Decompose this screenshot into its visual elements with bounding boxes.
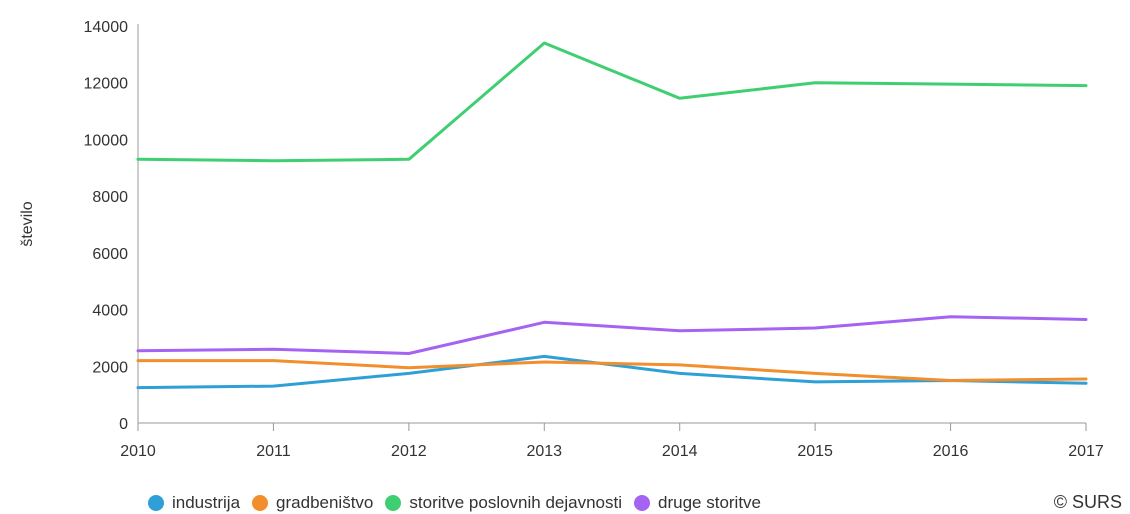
legend-marker-icon xyxy=(385,495,402,511)
legend-item[interactable]: druge storitve xyxy=(634,493,761,513)
legend-label: druge storitve xyxy=(658,493,762,512)
x-tick-label: 2017 xyxy=(1068,443,1104,460)
credit-text: © SURS xyxy=(1053,492,1122,512)
legend-marker-icon xyxy=(634,495,651,511)
y-tick-label: 10000 xyxy=(84,132,129,149)
x-tick-label: 2016 xyxy=(933,443,969,460)
x-tick-label: 2012 xyxy=(391,443,427,460)
series-layer xyxy=(136,41,1088,390)
y-axis: 0 2000 4000 6000 8000 10000 12000 14000 xyxy=(84,19,139,433)
y-tick-label: 12000 xyxy=(84,76,129,93)
x-tick-label: 2011 xyxy=(256,443,291,460)
x-tick-label: 2010 xyxy=(120,443,156,460)
y-tick-label: 14000 xyxy=(84,19,129,36)
series-line-druge-storitve[interactable] xyxy=(136,315,1088,355)
x-tick-label: 2013 xyxy=(526,443,562,460)
legend-label: storitve poslovnih dejavnosti xyxy=(409,493,623,512)
legend: industrija gradbeništvo storitve poslovnih… xyxy=(148,493,773,513)
y-axis-title: število xyxy=(19,201,36,246)
legend-marker-icon xyxy=(148,495,164,511)
y-tick-label: 0 xyxy=(119,416,128,433)
series-line-gradbeništvo[interactable] xyxy=(136,359,1088,382)
legend-item[interactable]: storitve poslovnih dejavnosti xyxy=(385,493,622,513)
y-tick-label: 6000 xyxy=(92,246,128,263)
legend-marker-icon xyxy=(252,495,269,511)
y-tick-label: 4000 xyxy=(92,303,128,320)
legend-item[interactable]: industrija xyxy=(148,493,240,513)
series-line-storitve-poslovnih-dejavnosti[interactable] xyxy=(136,41,1088,163)
y-tick-label: 8000 xyxy=(92,189,128,206)
y-tick-label: 2000 xyxy=(92,359,128,376)
legend-item[interactable]: gradbeništvo xyxy=(252,493,373,513)
legend-label: gradbeništvo xyxy=(276,493,374,512)
x-tick-label: 2015 xyxy=(797,443,833,460)
x-axis: 2010 2011 2012 2013 2014 2015 2016 2017 xyxy=(120,422,1104,460)
legend-label: industrija xyxy=(172,493,241,512)
x-tick-label: 2014 xyxy=(662,443,698,460)
